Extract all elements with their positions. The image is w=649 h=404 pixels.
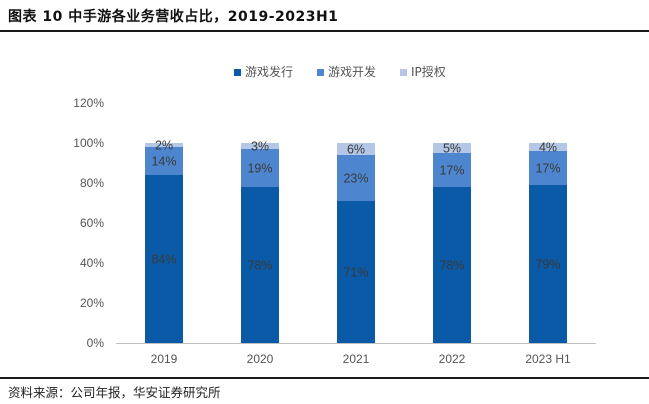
legend-swatch <box>400 69 407 76</box>
legend-swatch <box>234 69 241 76</box>
bar-segment <box>337 143 375 155</box>
x-tick-label: 2020 <box>247 352 274 366</box>
data-label: 78% <box>439 259 464 273</box>
y-tick-label: 40% <box>80 256 104 270</box>
data-label: 6% <box>347 143 365 157</box>
bar-segment <box>433 187 471 343</box>
y-axis: 0% 20% 40% 60% 80% 100% 120% <box>73 96 104 350</box>
data-label: 14% <box>151 155 176 169</box>
x-tick-label: 2023 H1 <box>525 352 571 366</box>
data-label: 78% <box>247 259 272 273</box>
y-tick-label: 20% <box>80 296 104 310</box>
data-label: 84% <box>151 253 176 267</box>
y-tick-label: 60% <box>80 216 104 230</box>
chart-title: 图表 10 中手游各业务营收占比，2019-2023H1 <box>8 9 339 25</box>
source-note: 资料来源：公司年报，华安证券研究所 <box>8 385 221 400</box>
bar-series <box>145 143 567 343</box>
data-label: 4% <box>539 141 557 155</box>
bar-segment <box>433 153 471 187</box>
bar-segment <box>337 155 375 201</box>
top-rule <box>0 30 649 32</box>
x-tick-label: 2021 <box>343 352 370 366</box>
bar-segment <box>145 147 183 175</box>
data-label: 17% <box>439 164 464 178</box>
bar-segment <box>241 143 279 149</box>
legend-label: 游戏开发 <box>328 64 376 79</box>
bar-segment <box>433 143 471 153</box>
bar-segment <box>337 201 375 343</box>
bar-segment <box>145 143 183 147</box>
bar-segment <box>529 151 567 185</box>
data-label: 3% <box>251 140 269 154</box>
bar-segment <box>529 185 567 343</box>
bar-segment <box>241 149 279 187</box>
chart-legend: 游戏发行 游戏开发 IP授权 <box>234 64 446 79</box>
y-tick-label: 100% <box>73 136 104 150</box>
data-label: 2% <box>155 139 173 153</box>
y-tick-label: 0% <box>87 336 105 350</box>
data-label: 79% <box>535 258 560 272</box>
data-label: 71% <box>343 266 368 280</box>
legend-label: 游戏发行 <box>245 64 293 79</box>
data-labels: 84% 14% 2% 78% 19% 3% 71% 23% 6% 78% 17% 5% 79% 17% 4% <box>151 139 560 280</box>
x-tick-label: 2019 <box>151 352 178 366</box>
bottom-rule <box>0 377 649 379</box>
legend-swatch <box>317 69 324 76</box>
data-label: 17% <box>535 162 560 176</box>
y-tick-label: 120% <box>73 96 104 110</box>
bar-segment <box>529 143 567 151</box>
x-tick-label: 2022 <box>439 352 466 366</box>
data-label: 5% <box>443 142 461 156</box>
data-label: 23% <box>343 172 368 186</box>
y-tick-label: 80% <box>80 176 104 190</box>
legend-label: IP授权 <box>411 64 446 79</box>
data-label: 19% <box>247 162 272 176</box>
bar-segment <box>241 187 279 343</box>
x-axis: 2019 2020 2021 2022 2023 H1 <box>116 343 596 366</box>
bar-segment <box>145 175 183 343</box>
